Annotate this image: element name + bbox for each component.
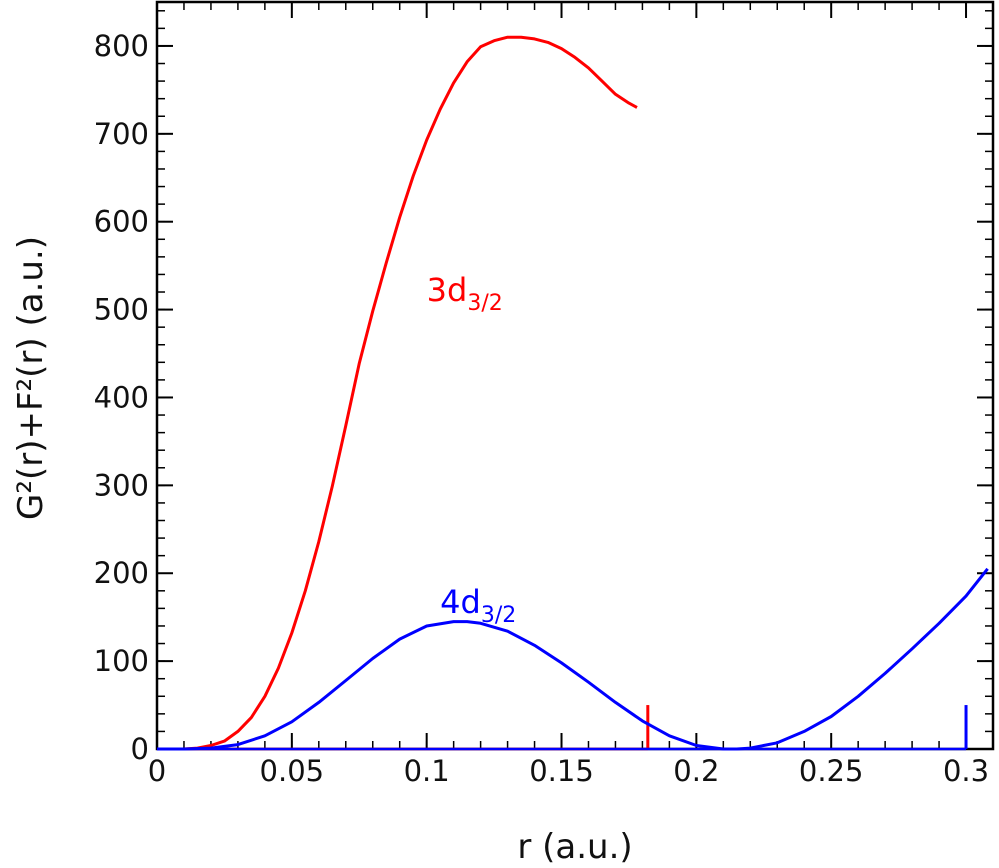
- x-tick-label: 0.05: [260, 754, 325, 788]
- series-line-3d3-2: [157, 35, 638, 751]
- x-tick-label: 0.1: [404, 754, 450, 788]
- x-axis-title: r (a.u.): [517, 827, 632, 867]
- x-axis-ticks: 0 0.05 0.1 0.15 0.2 0.25 0.3: [148, 2, 994, 788]
- series-label-3d3-2: 3d3/2: [427, 271, 503, 316]
- x-tick-label: 0.25: [799, 754, 864, 788]
- y-tick-label: 600: [94, 205, 149, 239]
- y-tick-label: 200: [94, 556, 149, 590]
- y-tick-label: 300: [94, 468, 149, 502]
- x-tick-label: 0.15: [529, 754, 594, 788]
- series-line-4d3-2: [157, 567, 989, 751]
- x-tick-label: 0.2: [673, 754, 719, 788]
- y-tick-label: 700: [94, 117, 149, 151]
- y-axis-title: G²(r)+F²(r) (a.u.): [11, 236, 51, 520]
- series-label-4d3-2: 4d3/2: [440, 583, 516, 628]
- y-tick-label: 0: [131, 732, 149, 766]
- y-tick-label: 100: [94, 644, 149, 678]
- x-tick-label: 0.3: [943, 754, 989, 788]
- y-tick-label: 400: [94, 380, 149, 414]
- x-tick-label: 0: [148, 754, 166, 788]
- plot-frame: [155, 0, 995, 751]
- series-layer: [157, 35, 989, 751]
- y-tick-label: 500: [94, 293, 149, 327]
- annotation-layer: 3d3/2 4d3/2: [427, 271, 517, 628]
- y-tick-label: 800: [94, 29, 149, 63]
- y-axis-ticks: 0 100 200 300 400 500 600 700 800: [94, 10, 993, 766]
